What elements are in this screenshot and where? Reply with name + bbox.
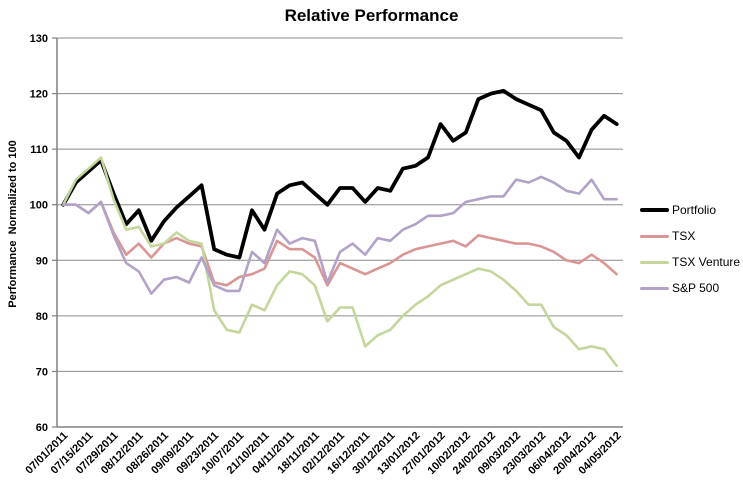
y-axis-title: Performance Normalized to 100 [7, 140, 19, 308]
legend-swatch-icon [640, 286, 669, 290]
y-tick-label-120: 120 [30, 89, 48, 101]
legend-label: TSX [672, 229, 696, 243]
y-tick-label-70: 70 [36, 366, 48, 378]
chart-title: Relative Performance [284, 6, 459, 25]
legend-item-s-p-500[interactable]: S&P 500 [640, 281, 740, 295]
legend-label: S&P 500 [672, 281, 720, 295]
legend: Portfolio TSX TSX Venture S&P 500 [640, 203, 740, 307]
series-line-tsx-venture[interactable] [61, 156, 619, 368]
series-line-tsx[interactable] [61, 200, 619, 287]
y-tick-label-110: 110 [30, 144, 48, 156]
legend-item-portfolio[interactable]: Portfolio [640, 203, 740, 217]
legend-swatch-icon [640, 208, 669, 212]
y-tick-label-80: 80 [36, 311, 48, 323]
legend-swatch-icon [640, 234, 669, 238]
legend-label: TSX Venture [672, 255, 741, 269]
legend-swatch-icon [640, 260, 669, 264]
legend-item-tsx-venture[interactable]: TSX Venture [640, 255, 740, 269]
series-line-portfolio[interactable] [61, 88, 619, 260]
legend-label: Portfolio [672, 203, 717, 217]
y-tick-label-60: 60 [36, 422, 48, 434]
y-tick-label-90: 90 [36, 255, 48, 267]
legend-item-tsx[interactable]: TSX [640, 229, 740, 243]
y-tick-label-100: 100 [30, 200, 48, 212]
series-line-s-p-500[interactable] [61, 175, 619, 295]
y-tick-label-130: 130 [30, 33, 48, 45]
